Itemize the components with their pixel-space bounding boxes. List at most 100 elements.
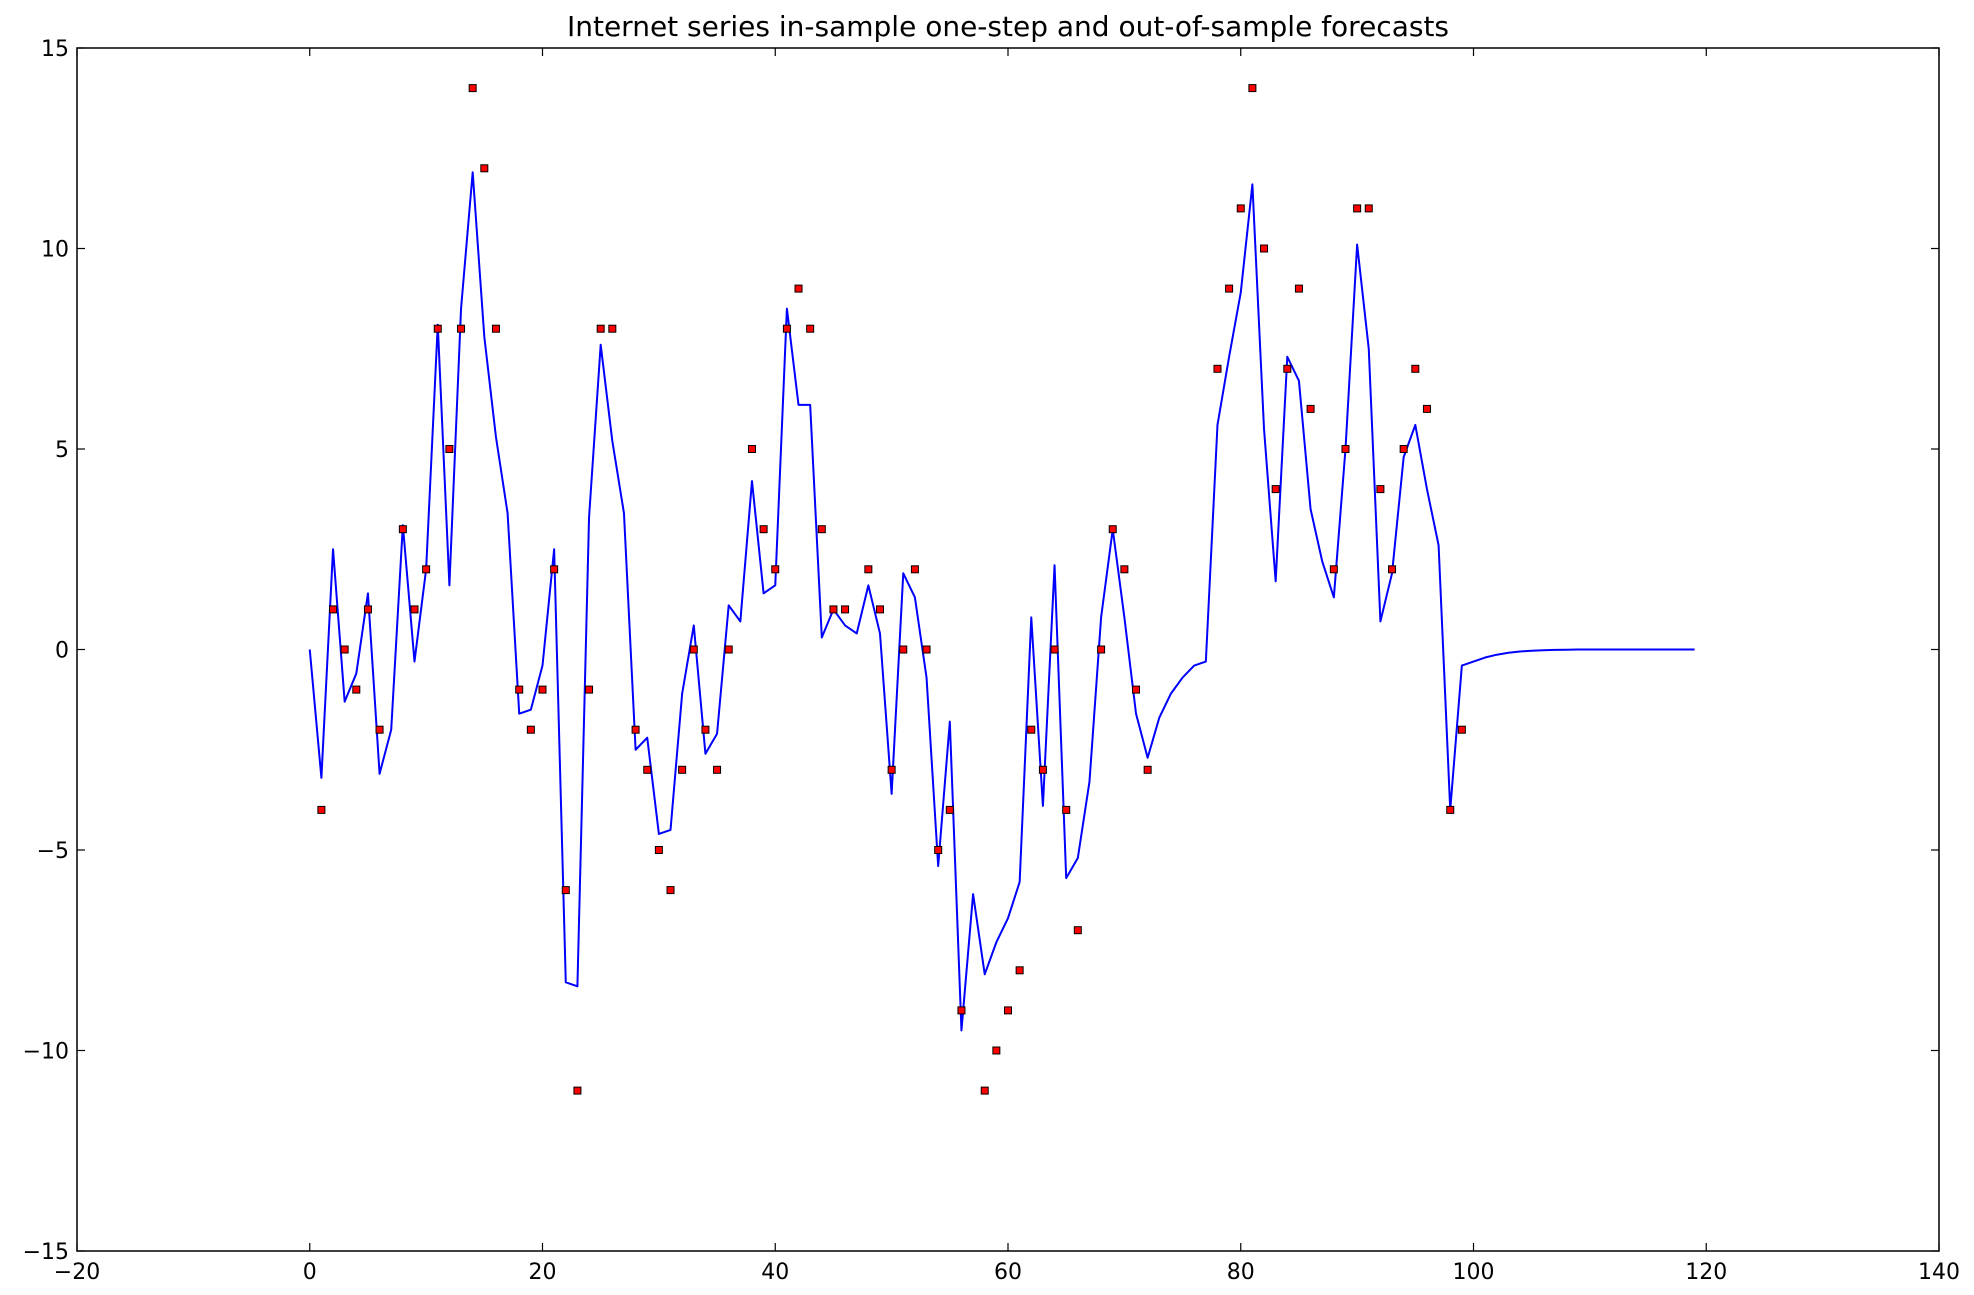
data-point (1329, 565, 1338, 574)
data-point (666, 886, 675, 895)
data-point (573, 1086, 582, 1095)
x-tick-label: −20 (54, 1260, 100, 1285)
x-tick-label: 40 (761, 1260, 789, 1285)
data-point (363, 605, 372, 614)
data-point (689, 645, 698, 654)
x-tick-label: 0 (303, 1260, 317, 1285)
data-point (1411, 364, 1420, 373)
data-point (643, 765, 652, 774)
data-point (1038, 765, 1047, 774)
plot-frame (76, 47, 1940, 1252)
data-point (724, 645, 733, 654)
data-point (1388, 565, 1397, 574)
data-point (771, 565, 780, 574)
data-point (945, 805, 954, 814)
data-point (1446, 805, 1455, 814)
data-point (422, 565, 431, 574)
data-point (398, 525, 407, 534)
data-point (457, 324, 466, 333)
data-point (747, 445, 756, 453)
data-point (817, 525, 826, 534)
data-point (596, 324, 605, 333)
data-point (631, 725, 640, 734)
data-point (713, 765, 722, 774)
data-point (340, 645, 349, 654)
data-point (1271, 485, 1280, 494)
data-point (1015, 966, 1024, 975)
data-point (922, 645, 931, 654)
data-point (1422, 404, 1431, 413)
y-tick-label: 0 (55, 639, 69, 664)
data-point (759, 525, 768, 534)
data-point (875, 605, 884, 614)
data-point (1132, 685, 1141, 694)
data-point (1004, 1006, 1012, 1015)
data-point (561, 886, 570, 895)
data-point (375, 725, 384, 734)
data-point (1399, 445, 1408, 453)
data-point (992, 1046, 1001, 1055)
data-point (1236, 204, 1245, 213)
data-point (608, 324, 617, 333)
data-point (1073, 926, 1082, 935)
chart-title: Internet series in-sample one-step and o… (567, 10, 1449, 43)
data-point (491, 324, 500, 333)
data-point (1062, 805, 1071, 814)
data-point (410, 605, 419, 614)
data-point (445, 445, 454, 453)
data-point (1294, 284, 1303, 293)
data-point (352, 685, 361, 694)
data-point (887, 765, 896, 774)
data-point (957, 1006, 966, 1015)
x-tick-label: 80 (1227, 1260, 1255, 1285)
data-point (1225, 284, 1234, 293)
data-point (317, 805, 326, 814)
y-tick-label: −10 (23, 1040, 69, 1065)
data-point (806, 324, 815, 333)
y-tick-label: −15 (23, 1240, 69, 1265)
data-point (864, 565, 873, 574)
data-point (1341, 445, 1350, 453)
x-tick-label: 120 (1685, 1260, 1727, 1285)
data-point (678, 765, 687, 774)
data-point (550, 565, 559, 574)
data-point (1097, 645, 1106, 654)
data-point (1108, 525, 1117, 534)
data-point (1457, 725, 1466, 734)
data-point (654, 846, 663, 854)
data-point (1260, 244, 1269, 253)
data-point (1050, 645, 1059, 654)
x-tick-label: 60 (994, 1260, 1022, 1285)
data-point (515, 685, 524, 694)
data-point (585, 685, 594, 694)
data-point (794, 284, 803, 293)
forecast-line (308, 171, 1695, 1032)
data-point (1376, 485, 1385, 494)
x-tick-label: 20 (529, 1260, 557, 1285)
data-point (538, 685, 547, 694)
data-point (1283, 364, 1292, 373)
data-point (433, 324, 442, 333)
x-tick-label: 100 (1453, 1260, 1495, 1285)
data-point (1353, 204, 1362, 213)
data-point (329, 605, 338, 614)
data-point (480, 164, 489, 173)
data-point (1120, 565, 1129, 574)
y-tick-label: 15 (41, 37, 69, 62)
data-point (829, 605, 838, 614)
data-point (910, 565, 919, 574)
data-point (934, 846, 943, 854)
y-tick-label: −5 (37, 839, 69, 864)
data-point (1213, 364, 1222, 373)
data-point (1306, 404, 1315, 413)
data-point (1364, 204, 1373, 213)
data-point (980, 1086, 989, 1095)
data-point (1027, 725, 1036, 734)
y-tick-label: 5 (55, 438, 69, 463)
data-point (468, 84, 477, 93)
data-point (841, 605, 850, 614)
data-point (899, 645, 908, 654)
data-point (526, 725, 535, 734)
data-point (1143, 765, 1152, 774)
